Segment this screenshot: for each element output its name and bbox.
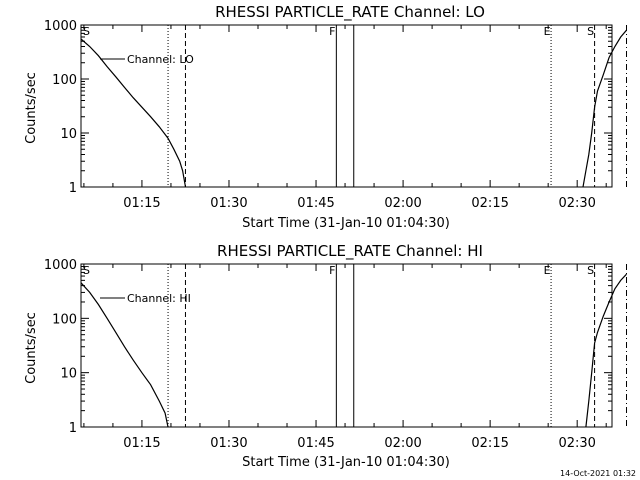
x-tick-label: 02:15: [471, 196, 508, 211]
event-marker-label: S: [587, 25, 594, 38]
footer-timestamp: 14-Oct-2021 01:32: [560, 469, 636, 478]
event-marker-label: F: [329, 264, 335, 277]
series-line-hi: [80, 282, 169, 428]
x-tick-label: 01:30: [210, 196, 247, 211]
chart-panel-hi: RHESSI PARTICLE_RATE Channel: HI Start T…: [24, 242, 628, 470]
plot-frame-lo: [80, 24, 613, 188]
x-tick-label: 02:30: [558, 196, 595, 211]
x-tick-label: 01:15: [123, 436, 160, 451]
series-line-hi: [585, 273, 627, 428]
x-tick-label: 02:30: [558, 436, 595, 451]
y-tick-label: 100: [52, 312, 77, 327]
x-tick-label: 02:00: [384, 196, 421, 211]
x-tick-label: 02:00: [384, 436, 421, 451]
y-tick-label: 1: [69, 181, 77, 196]
plot-area-lo: 1 10 100 1000 01:15 01:30 01:45 02:00 02:15 02:30…: [44, 19, 628, 211]
y-tick-label: 10: [60, 127, 77, 142]
legend-label-hi: Channel: HI: [127, 292, 191, 305]
x-tick-label: 01:45: [297, 196, 334, 211]
event-marker-label: F: [329, 25, 335, 38]
chart-title-lo: RHESSI PARTICLE_RATE Channel: LO: [215, 3, 485, 22]
y-tick-label: 100: [52, 73, 77, 88]
x-tick-label: 01:45: [297, 436, 334, 451]
event-marker-label: S: [83, 264, 90, 277]
y-tick-label: 1: [69, 421, 77, 436]
x-axis-label-lo: Start Time (31-Jan-10 01:04:30): [242, 216, 450, 231]
chart-panel-lo: RHESSI PARTICLE_RATE Channel: LO Start T…: [24, 3, 628, 231]
y-axis-label-hi: Counts/sec: [24, 312, 39, 384]
chart-title-hi: RHESSI PARTICLE_RATE Channel: HI: [217, 242, 483, 261]
x-tick-label: 01:30: [210, 436, 247, 451]
event-marker-label: S: [83, 25, 90, 38]
plot-area-hi: 1 10 100 1000 01:15 01:30 01:45 02:00 02:15 02:30…: [44, 258, 628, 451]
y-tick-label: 1000: [44, 258, 77, 273]
y-tick-label: 1000: [44, 19, 77, 34]
y-axis-label-lo: Counts/sec: [24, 72, 39, 144]
event-marker-label: E: [544, 264, 551, 277]
event-marker-label: E: [544, 25, 551, 38]
legend-label-lo: Channel: LO: [127, 53, 194, 66]
y-tick-label: 10: [60, 367, 77, 382]
plot-frame-hi: [80, 263, 613, 428]
x-axis-label-hi: Start Time (31-Jan-10 01:04:30): [242, 455, 450, 470]
x-tick-label: 01:15: [123, 196, 160, 211]
event-marker-label: S: [587, 264, 594, 277]
series-line-lo: [582, 29, 627, 188]
x-tick-label: 02:15: [471, 436, 508, 451]
